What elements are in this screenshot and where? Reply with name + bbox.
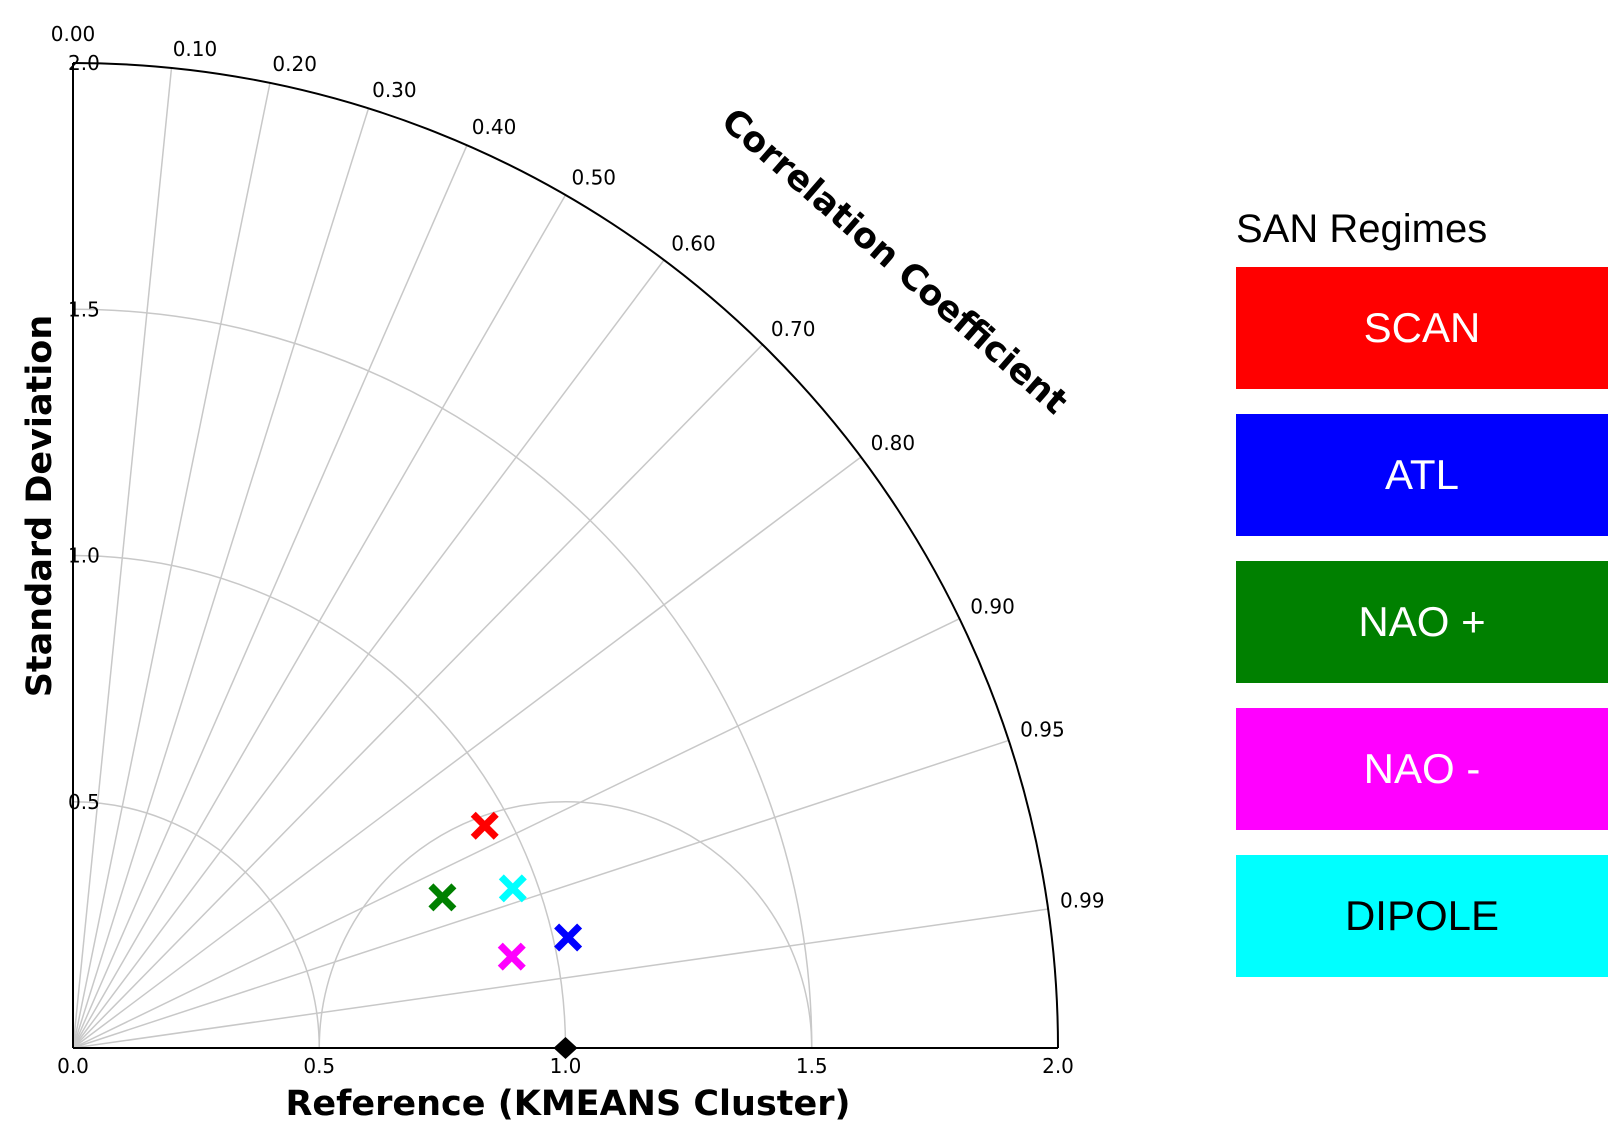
correlation-tick-label: 0.20 xyxy=(272,52,317,76)
legend-item-label: DIPOLE xyxy=(1344,892,1500,939)
legend-items: SCAN ATL NAO + NAO - DIPOLE xyxy=(1236,267,1612,977)
data-points xyxy=(428,811,583,1059)
correlation-grid-line xyxy=(72,144,468,1049)
correlation-grid-line xyxy=(72,344,764,1049)
y-axis-title: Standard Deviation xyxy=(20,315,60,698)
correlation-tick-label: 0.99 xyxy=(1060,888,1105,912)
data-point-dipole xyxy=(498,874,527,903)
correlation-tick-label: 0.30 xyxy=(372,78,417,102)
legend-item-nao-minus: NAO - xyxy=(1236,708,1608,830)
correlation-grid-line xyxy=(72,108,370,1049)
x-tick-label: 0.5 xyxy=(303,1054,335,1078)
x-tick-label: 2.0 xyxy=(1042,1054,1074,1078)
tick-labels: 0.00 0.10 0.20 0.30 0.40 0.50 0.60 0.70 0.80 0.90… xyxy=(51,22,1105,1078)
legend-item-scan: SCAN xyxy=(1236,267,1608,389)
grid xyxy=(72,67,1049,1049)
y-tick-label: 1.5 xyxy=(68,297,100,321)
data-point-dipole-shape xyxy=(498,874,527,903)
data-point-atl xyxy=(554,923,583,952)
data-point-scan xyxy=(470,811,499,840)
correlation-grid-line xyxy=(72,617,960,1049)
legend-item-nao-plus: NAO + xyxy=(1236,561,1608,683)
outer-arc xyxy=(72,62,1059,1049)
legend-item-atl: ATL xyxy=(1236,414,1608,536)
std-grid-arc xyxy=(72,554,567,1049)
std-grid-arc xyxy=(72,801,320,1049)
legend-item-label: NAO + xyxy=(1358,598,1486,645)
correlation-grid-line xyxy=(72,259,665,1049)
correlation-axis-title: Correlation Coefficient xyxy=(714,101,1075,423)
legend-item-dipole: DIPOLE xyxy=(1236,855,1608,977)
y-tick-label: 1.0 xyxy=(68,544,100,568)
legend: SAN Regimes SCAN ATL NAO + NAO - DIPOLE xyxy=(1236,205,1612,1002)
data-point-scan-shape xyxy=(470,811,499,840)
correlation-tick-label: 0.10 xyxy=(173,37,218,61)
taylor-diagram: 0.00 0.10 0.20 0.30 0.40 0.50 0.60 0.70 0.80 0.90… xyxy=(20,22,1105,1124)
data-point-nao-minus xyxy=(497,942,526,971)
data-point-nao-plus xyxy=(428,883,457,912)
correlation-tick-label: 0.60 xyxy=(671,231,716,255)
correlation-grid-line xyxy=(72,194,567,1049)
correlation-grid-line xyxy=(72,908,1049,1049)
reference-point xyxy=(553,1037,578,1059)
correlation-grid-line xyxy=(72,739,1009,1049)
rmsd-grid-arc xyxy=(318,801,813,1049)
correlation-tick-label: 0.40 xyxy=(472,115,517,139)
legend-item-label: ATL xyxy=(1385,451,1459,498)
correlation-grid-line xyxy=(72,67,173,1049)
std-grid-arc xyxy=(72,308,813,1049)
correlation-tick-label: 0.00 xyxy=(51,22,96,46)
data-point-atl-shape xyxy=(554,923,583,952)
data-point-nao-minus-shape xyxy=(497,942,526,971)
y-tick-label: 2.0 xyxy=(68,51,100,75)
y-tick-label: 0.5 xyxy=(68,790,100,814)
correlation-tick-label: 0.70 xyxy=(771,317,816,341)
legend-item-label: SCAN xyxy=(1363,304,1481,351)
legend-title: SAN Regimes xyxy=(1236,207,1488,251)
correlation-tick-label: 0.90 xyxy=(970,594,1015,618)
correlation-grid-line xyxy=(72,456,862,1049)
x-axis-title: Reference (KMEANS Cluster) xyxy=(285,1084,850,1124)
legend-item-label: NAO - xyxy=(1363,745,1481,792)
axes xyxy=(72,62,1059,1049)
x-tick-label: 0.0 xyxy=(57,1054,89,1078)
correlation-tick-label: 0.50 xyxy=(572,166,617,190)
correlation-tick-label: 0.95 xyxy=(1020,718,1065,742)
data-point-nao-plus-shape xyxy=(428,883,457,912)
correlation-tick-label: 0.80 xyxy=(871,431,916,455)
x-tick-label: 1.5 xyxy=(796,1054,828,1078)
correlation-grid-line xyxy=(72,82,271,1049)
